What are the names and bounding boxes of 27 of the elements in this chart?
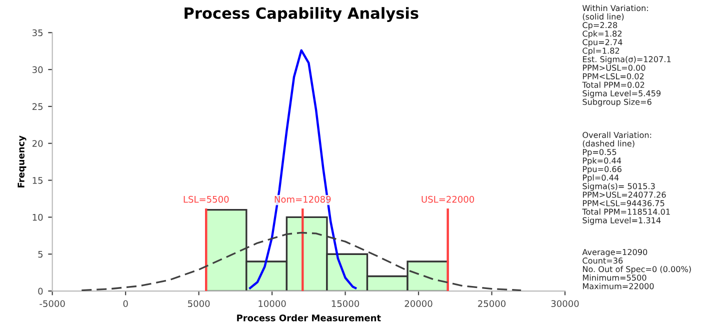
x-axis-title: Process Order Measurement [237,314,381,322]
y-tick-label: 10 [32,214,43,221]
x-tick-label: 10000 [258,300,286,308]
text: Overall Variation: (dashed line) Pp=0.55 Ppk=0.44 Ppu=0.66 Ppl=0.44 Sigma(s)= 5015.3 PPM>USL=24077.26 PPM<LSL=94436.75 Total PPM=118514.01 Sigma Level=1.314 [582,132,670,225]
x-tick-label: 30000 [551,300,579,308]
y-tick-label: 15 [32,177,43,184]
x-tick-label: 20000 [404,300,432,308]
line-series [80,232,522,292]
line-series [248,49,357,290]
y-tick-label: 25 [32,103,43,110]
x-tick-label: -5000 [40,300,65,308]
y-tick-label: 0 [38,288,43,295]
text: Within Variation: (solid line) Cp=2.28 Cpk=1.82 Cpu=2.74 Cpl=1.82 Est. Sigma(σ)=1207.1 PPM>USL=0.00 PPM<LSL=0.02 Total PPM=0.02 Sigma Level=5.459 Subgroup Size=6 [582,4,671,106]
chart-title: Process Capability Analysis [184,7,418,22]
x-tick-label: 25000 [478,300,506,308]
text: Average=12090 Count=36 No. Out of Spec=0 (0.00%) Minimum=5500 Maximum=22000 [582,249,691,290]
y-tick-label: 20 [32,140,43,147]
ref-line-label: Nom=12089 [274,196,331,203]
y-axis-title: Frequency [18,136,26,188]
ref-line-label: LSL=5500 [184,196,229,203]
x-tick-label: 5000 [188,300,210,308]
y-tick-label: 5 [38,250,43,258]
ref-line-label: USL=22000 [422,196,474,203]
y-tick-label: 35 [32,29,43,36]
x-tick-label: 0 [123,300,128,308]
y-tick-label: 30 [32,66,43,74]
x-tick-label: 15000 [332,300,360,308]
